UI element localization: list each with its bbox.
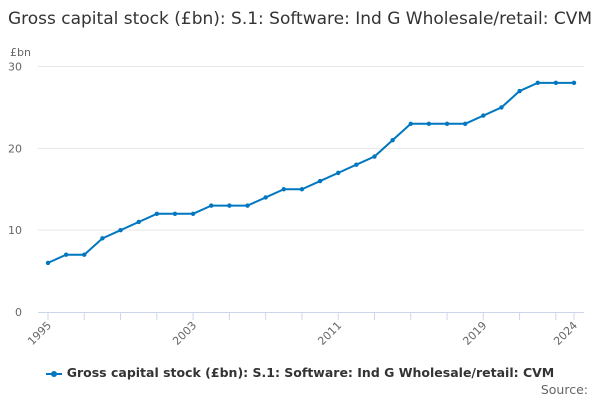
y-tick-label: 10	[8, 224, 22, 237]
data-point	[336, 170, 341, 176]
data-point	[426, 121, 432, 126]
data-point	[462, 121, 468, 126]
data-point	[227, 203, 232, 208]
data-point	[263, 195, 268, 200]
x-tick-label: 2003	[170, 319, 199, 348]
legend-series-marker	[45, 370, 62, 377]
data-point	[45, 260, 51, 266]
y-axis-label: £bn	[10, 46, 31, 59]
data-point	[553, 80, 559, 86]
y-tick-label: 30	[8, 61, 22, 74]
data-point	[499, 105, 504, 110]
data-point	[154, 211, 160, 216]
chart-title: Gross capital stock (£bn): S.1: Software…	[7, 9, 593, 29]
data-point	[390, 137, 395, 143]
legend-label: Gross capital stock (£bn): S.1: Software…	[66, 365, 555, 380]
x-tick-label: 1995	[25, 319, 54, 348]
data-point	[517, 88, 522, 94]
data-point	[118, 227, 123, 233]
data-point	[444, 121, 450, 126]
source-label: Source:	[540, 382, 588, 397]
data-point	[354, 162, 359, 167]
y-tick-label: 20	[8, 142, 22, 155]
data-point	[190, 211, 196, 216]
data-point	[136, 219, 141, 225]
data-point	[535, 80, 540, 86]
x-tick-label: 2011	[315, 319, 344, 348]
data-point	[172, 211, 178, 216]
data-point	[317, 178, 323, 184]
data-point	[408, 121, 413, 126]
series-line	[47, 81, 574, 264]
data-point	[245, 203, 250, 208]
data-point	[281, 187, 286, 192]
data-point	[209, 203, 214, 208]
data-point	[571, 80, 577, 86]
data-point	[82, 252, 87, 257]
y-tick-label: 0	[15, 306, 22, 319]
data-point	[481, 113, 486, 118]
data-point	[100, 236, 105, 241]
data-point	[372, 154, 377, 159]
x-tick-label: 2024	[551, 319, 580, 348]
x-tick-label: 2019	[460, 319, 489, 348]
legend[interactable]: Gross capital stock (£bn): S.1: Software…	[0, 365, 600, 380]
data-point	[63, 252, 69, 257]
data-point	[299, 187, 305, 192]
